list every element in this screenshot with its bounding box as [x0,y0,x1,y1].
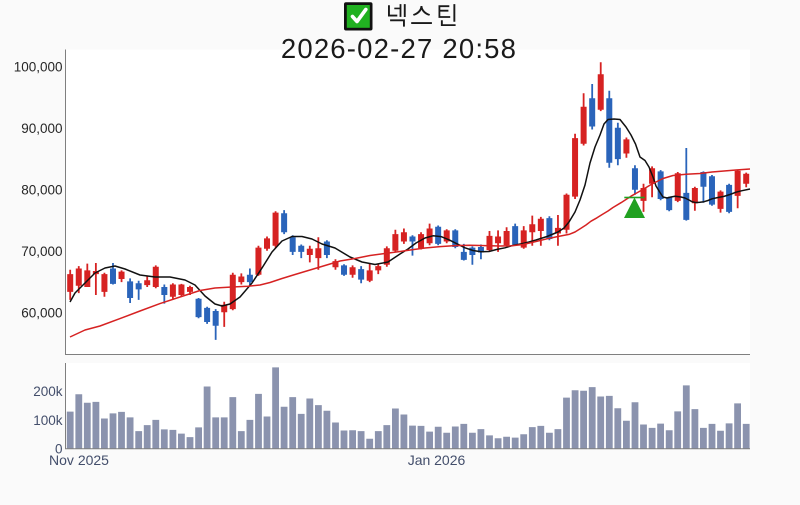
svg-text:70,000: 70,000 [21,244,62,259]
svg-text:80,000: 80,000 [21,183,62,198]
svg-text:Jan 2026: Jan 2026 [408,452,466,468]
svg-text:Nov 2025: Nov 2025 [49,452,109,468]
svg-text:2026-02-27 20:58: 2026-02-27 20:58 [281,33,517,64]
svg-text:200k: 200k [33,384,63,399]
svg-text:60,000: 60,000 [21,306,62,321]
svg-text:100k: 100k [33,413,63,428]
svg-text:100,000: 100,000 [14,60,63,75]
svg-text:0: 0 [55,442,63,457]
svg-text:90,000: 90,000 [21,121,62,136]
